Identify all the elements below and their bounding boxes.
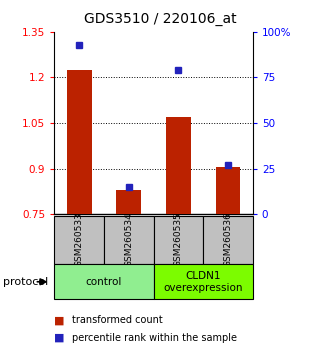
Bar bbox=[104, 216, 154, 264]
Text: transformed count: transformed count bbox=[72, 315, 163, 325]
Text: control: control bbox=[86, 277, 122, 287]
Bar bbox=[67, 70, 92, 214]
Text: GSM260534: GSM260534 bbox=[124, 212, 133, 267]
Text: GDS3510 / 220106_at: GDS3510 / 220106_at bbox=[84, 12, 236, 27]
Text: protocol: protocol bbox=[3, 277, 48, 287]
Text: GSM260535: GSM260535 bbox=[174, 212, 183, 267]
Text: percentile rank within the sample: percentile rank within the sample bbox=[72, 333, 237, 343]
Bar bbox=[54, 264, 154, 299]
Bar bbox=[166, 117, 191, 214]
Bar bbox=[154, 264, 253, 299]
Text: GSM260536: GSM260536 bbox=[223, 212, 233, 267]
Bar bbox=[116, 190, 141, 214]
Bar bbox=[203, 216, 253, 264]
Text: ■: ■ bbox=[54, 333, 65, 343]
Bar bbox=[154, 216, 203, 264]
Bar bbox=[216, 167, 240, 214]
Text: CLDN1
overexpression: CLDN1 overexpression bbox=[164, 271, 243, 293]
Text: ■: ■ bbox=[54, 315, 65, 325]
Text: GSM260533: GSM260533 bbox=[75, 212, 84, 267]
Bar bbox=[54, 216, 104, 264]
